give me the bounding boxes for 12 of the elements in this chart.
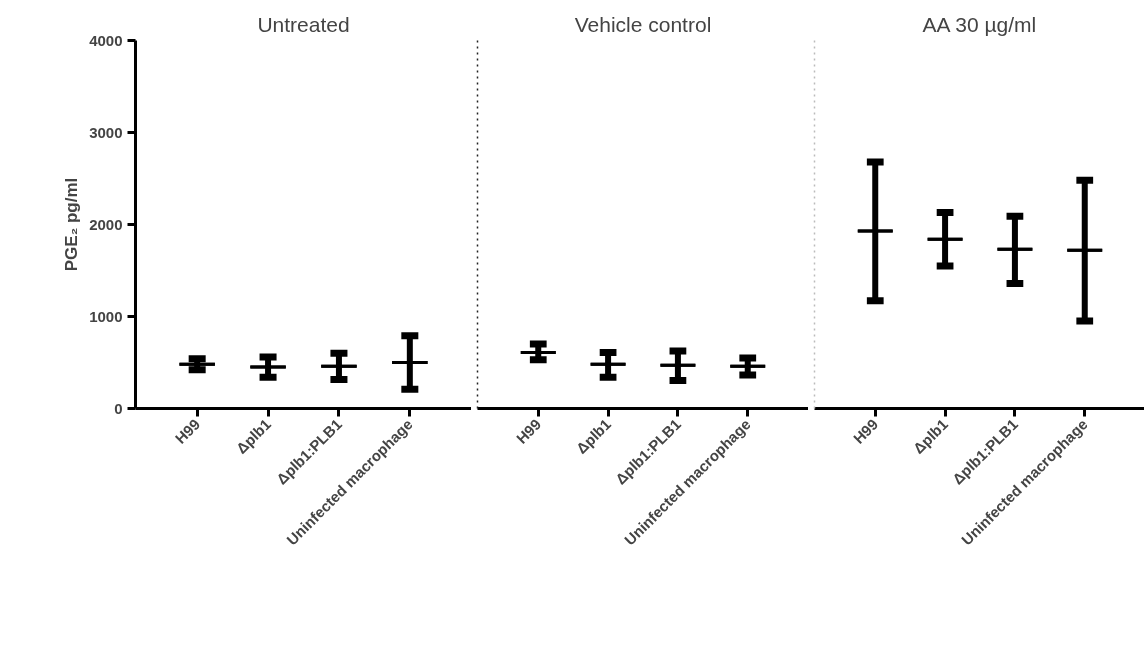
x-tick-label: H99 bbox=[849, 415, 882, 447]
chart-title: Vehicle control bbox=[574, 12, 712, 36]
x-tick-label: H99 bbox=[171, 415, 204, 447]
y-tick-label: 4000 bbox=[89, 31, 123, 49]
y-tick-label: 1000 bbox=[89, 307, 123, 325]
chart-title: AA 30 µg/ml bbox=[922, 12, 1037, 36]
y-axis-title: PGE₂ pg/ml bbox=[62, 177, 82, 272]
chart-title: Untreated bbox=[257, 12, 350, 36]
x-tick-label: H99 bbox=[512, 415, 545, 447]
y-tick-label: 0 bbox=[114, 399, 123, 417]
y-tick-label: 2000 bbox=[89, 215, 123, 233]
y-tick-label: 3000 bbox=[89, 123, 123, 141]
